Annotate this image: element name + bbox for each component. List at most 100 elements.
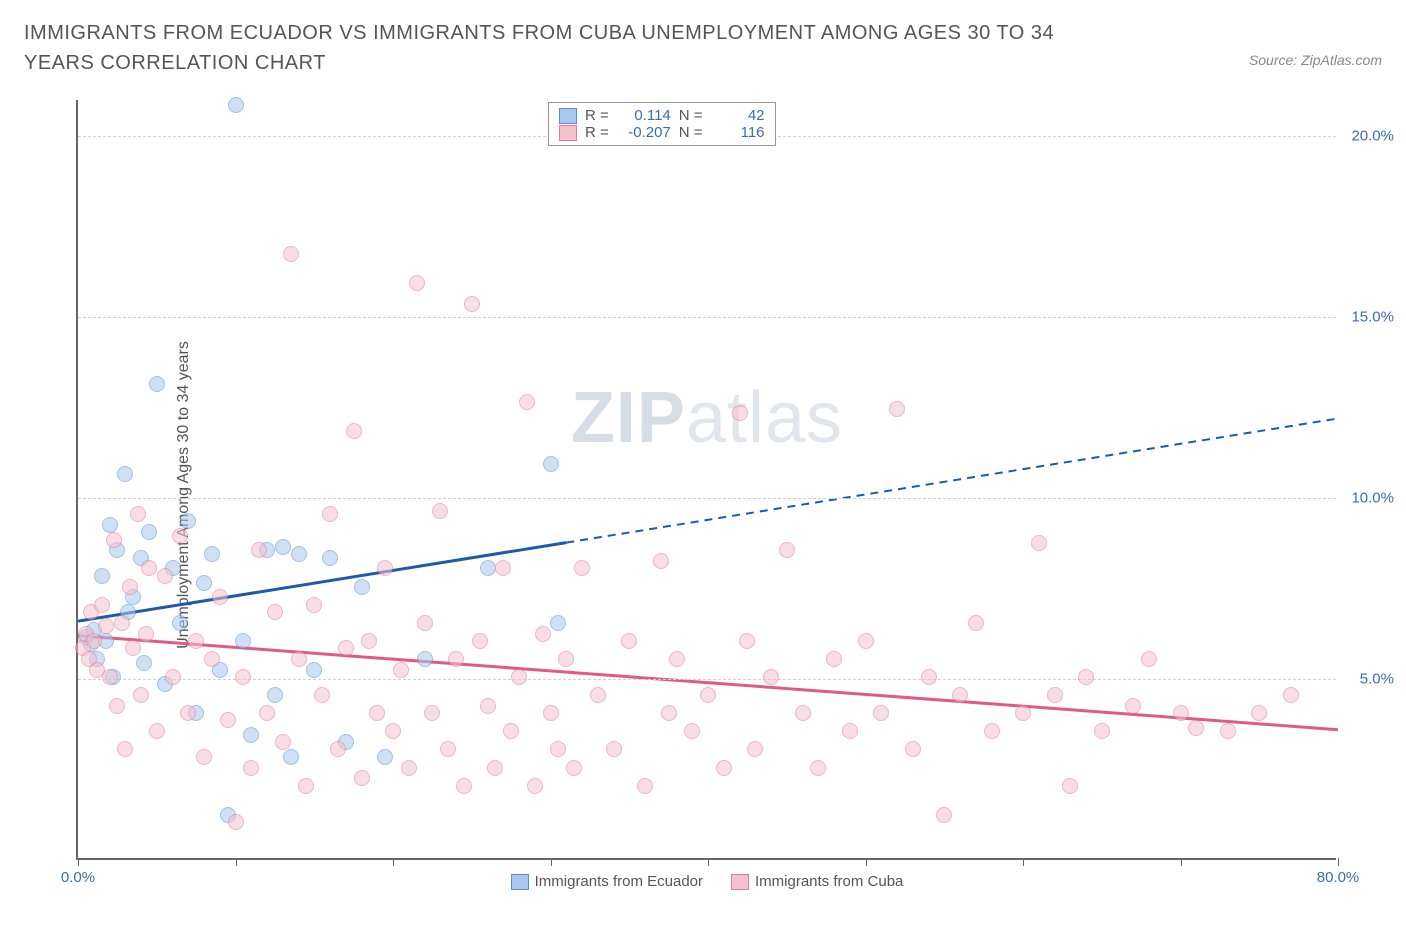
scatter-point-cuba [795, 705, 811, 721]
scatter-point-cuba [369, 705, 385, 721]
scatter-point-cuba [251, 542, 267, 558]
source-attribution: Source: ZipAtlas.com [1249, 52, 1382, 68]
scatter-point-cuba [94, 597, 110, 613]
x-tick [393, 858, 394, 866]
scatter-point-cuba [487, 760, 503, 776]
scatter-point-cuba [464, 296, 480, 312]
scatter-point-cuba [732, 405, 748, 421]
scatter-point-ecuador [149, 376, 165, 392]
scatter-point-cuba [543, 705, 559, 721]
r-value-ecuador: 0.114 [617, 107, 671, 124]
scatter-point-cuba [1188, 720, 1204, 736]
r-value-cuba: -0.207 [617, 124, 671, 141]
scatter-point-cuba [361, 633, 377, 649]
scatter-point-ecuador [141, 524, 157, 540]
scatter-point-cuba [338, 640, 354, 656]
scatter-point-cuba [669, 651, 685, 667]
scatter-point-cuba [968, 615, 984, 631]
scatter-point-cuba [858, 633, 874, 649]
scatter-point-cuba [763, 669, 779, 685]
scatter-point-cuba [283, 246, 299, 262]
scatter-point-ecuador [543, 456, 559, 472]
scatter-point-cuba [220, 712, 236, 728]
scatter-point-cuba [905, 741, 921, 757]
scatter-point-cuba [1078, 669, 1094, 685]
scatter-point-cuba [440, 741, 456, 757]
scatter-point-ecuador [291, 546, 307, 562]
scatter-point-cuba [889, 401, 905, 417]
scatter-point-cuba [779, 542, 795, 558]
chart-title: IMMIGRANTS FROM ECUADOR VS IMMIGRANTS FR… [24, 18, 1104, 78]
y-tick-label: 10.0% [1351, 490, 1394, 507]
scatter-point-cuba [180, 705, 196, 721]
x-tick [866, 858, 867, 866]
scatter-point-cuba [511, 669, 527, 685]
scatter-point-cuba [228, 814, 244, 830]
scatter-point-cuba [117, 741, 133, 757]
scatter-point-cuba [409, 275, 425, 291]
scatter-point-cuba [952, 687, 968, 703]
scatter-point-cuba [141, 560, 157, 576]
bottom-legend: Immigrants from Ecuador Immigrants from … [78, 873, 1336, 890]
legend-item-ecuador: Immigrants from Ecuador [511, 873, 703, 890]
scatter-point-cuba [637, 778, 653, 794]
scatter-point-ecuador [94, 568, 110, 584]
chart-header: IMMIGRANTS FROM ECUADOR VS IMMIGRANTS FR… [0, 0, 1406, 86]
scatter-point-cuba [1141, 651, 1157, 667]
x-tick [708, 858, 709, 866]
y-tick-label: 20.0% [1351, 128, 1394, 145]
scatter-point-cuba [550, 741, 566, 757]
scatter-point-cuba [558, 651, 574, 667]
swatch-cuba [731, 874, 749, 890]
scatter-point-ecuador [204, 546, 220, 562]
scatter-point-cuba [133, 687, 149, 703]
scatter-point-cuba [212, 589, 228, 605]
scatter-point-cuba [196, 749, 212, 765]
scatter-point-cuba [102, 669, 118, 685]
scatter-point-cuba [291, 651, 307, 667]
scatter-point-ecuador [354, 579, 370, 595]
scatter-point-cuba [259, 705, 275, 721]
scatter-point-cuba [810, 760, 826, 776]
scatter-point-ecuador [172, 615, 188, 631]
scatter-point-cuba [448, 651, 464, 667]
scatter-point-cuba [275, 734, 291, 750]
scatter-point-cuba [114, 615, 130, 631]
scatter-point-cuba [267, 604, 283, 620]
x-tick [1338, 858, 1339, 866]
scatter-point-cuba [130, 506, 146, 522]
scatter-point-cuba [330, 741, 346, 757]
scatter-point-ecuador [275, 539, 291, 555]
scatter-point-cuba [149, 723, 165, 739]
scatter-point-ecuador [136, 655, 152, 671]
scatter-point-cuba [188, 633, 204, 649]
scatter-point-cuba [653, 553, 669, 569]
watermark: ZIPatlas [571, 377, 843, 459]
scatter-point-cuba [1173, 705, 1189, 721]
scatter-point-cuba [106, 532, 122, 548]
swatch-cuba [559, 125, 577, 141]
scatter-point-cuba [590, 687, 606, 703]
scatter-point-cuba [165, 669, 181, 685]
legend-label-cuba: Immigrants from Cuba [755, 873, 903, 890]
y-tick-label: 15.0% [1351, 309, 1394, 326]
scatter-point-ecuador [377, 749, 393, 765]
scatter-point-cuba [1062, 778, 1078, 794]
scatter-point-cuba [157, 568, 173, 584]
scatter-point-cuba [98, 618, 114, 634]
scatter-point-cuba [346, 423, 362, 439]
scatter-point-cuba [1094, 723, 1110, 739]
scatter-point-cuba [393, 662, 409, 678]
scatter-point-cuba [1251, 705, 1267, 721]
scatter-point-cuba [739, 633, 755, 649]
scatter-point-cuba [936, 807, 952, 823]
scatter-point-cuba [984, 723, 1000, 739]
scatter-point-cuba [495, 560, 511, 576]
scatter-point-cuba [424, 705, 440, 721]
scatter-point-cuba [1031, 535, 1047, 551]
scatter-point-cuba [243, 760, 259, 776]
scatter-point-ecuador [196, 575, 212, 591]
scatter-point-cuba [306, 597, 322, 613]
scatter-point-cuba [417, 615, 433, 631]
scatter-point-cuba [125, 640, 141, 656]
